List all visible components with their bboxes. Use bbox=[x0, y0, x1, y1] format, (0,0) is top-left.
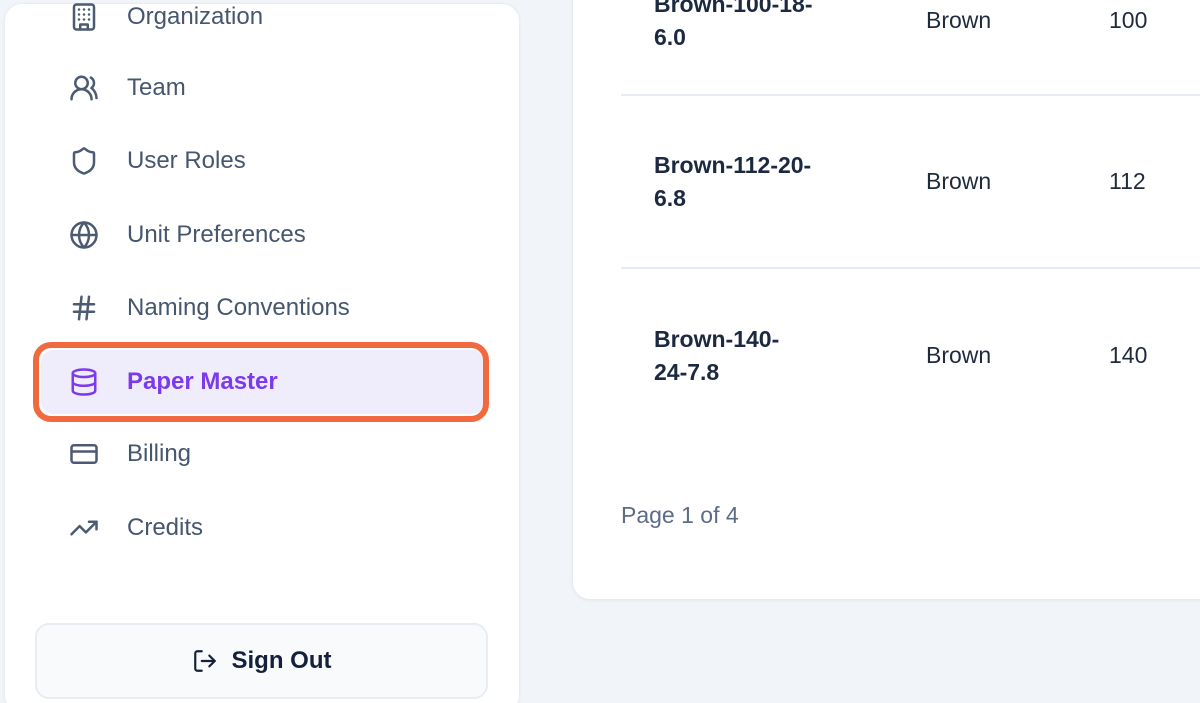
sidebar-item-label: User Roles bbox=[127, 147, 246, 174]
globe-icon bbox=[70, 221, 98, 249]
paper-name-cell: Brown-100-18- 6.0 bbox=[654, 0, 813, 50]
log-out-icon bbox=[193, 650, 216, 672]
paper-color-cell: Brown bbox=[926, 168, 992, 194]
paper-master-panel: Brown-100-18- 6.0 Brown 100 Brown-112-20… bbox=[572, 0, 1200, 600]
sidebar-item-billing[interactable]: Billing bbox=[41, 422, 484, 486]
hash-icon bbox=[72, 295, 96, 321]
sidebar-item-paper-master[interactable]: Paper Master bbox=[41, 350, 484, 414]
sidebar-item-label: Unit Preferences bbox=[127, 221, 306, 248]
paper-color-cell: Brown bbox=[926, 7, 992, 33]
sidebar-item-label: Credits bbox=[127, 514, 204, 541]
pagination-status: Page 1 of 4 bbox=[621, 502, 739, 528]
credit-card-icon bbox=[70, 444, 98, 464]
paper-gsm-cell: 112 bbox=[1109, 168, 1146, 194]
sidebar-item-label: Paper Master bbox=[127, 368, 278, 395]
sidebar-item-label: Naming Conventions bbox=[127, 294, 350, 321]
sidebar-item-team[interactable]: Team bbox=[41, 56, 484, 120]
table-row[interactable]: Brown-112-20- 6.8 Brown 112 bbox=[621, 96, 1200, 269]
paper-gsm-cell: 140 bbox=[1109, 342, 1148, 368]
sidebar-item-naming-conventions[interactable]: Naming Conventions bbox=[41, 276, 484, 340]
paper-name-cell: Brown-140- 24-7.8 bbox=[654, 325, 780, 385]
database-icon bbox=[71, 368, 97, 396]
sidebar-item-label: Team bbox=[127, 74, 186, 101]
paper-color-cell: Brown bbox=[926, 342, 992, 368]
shield-icon bbox=[72, 147, 96, 175]
table-row[interactable]: Brown-140- 24-7.8 Brown 140 bbox=[621, 269, 1200, 442]
table-row[interactable]: Brown-100-18- 6.0 Brown 100 bbox=[621, 0, 1200, 96]
settings-sidebar: Organization Team User Roles Unit Prefer… bbox=[4, 3, 520, 703]
sidebar-item-user-roles[interactable]: User Roles bbox=[41, 129, 484, 193]
sidebar-item-credits[interactable]: Credits bbox=[41, 496, 484, 560]
trending-up-icon bbox=[70, 520, 98, 536]
sidebar-item-label: Organization bbox=[127, 3, 264, 30]
sign-out-button[interactable]: Sign Out bbox=[35, 623, 488, 699]
paper-table: Brown-100-18- 6.0 Brown 100 Brown-112-20… bbox=[621, 0, 1200, 442]
building-icon bbox=[72, 3, 96, 31]
paper-gsm-cell: 100 bbox=[1109, 7, 1148, 33]
sign-out-label: Sign Out bbox=[231, 647, 332, 674]
users-icon bbox=[70, 75, 98, 101]
sidebar-item-organization[interactable]: Organization bbox=[41, 0, 484, 49]
sidebar-item-label: Billing bbox=[127, 440, 192, 467]
paper-name-cell: Brown-112-20- 6.8 bbox=[654, 151, 812, 211]
sidebar-item-unit-preferences[interactable]: Unit Preferences bbox=[41, 203, 484, 267]
